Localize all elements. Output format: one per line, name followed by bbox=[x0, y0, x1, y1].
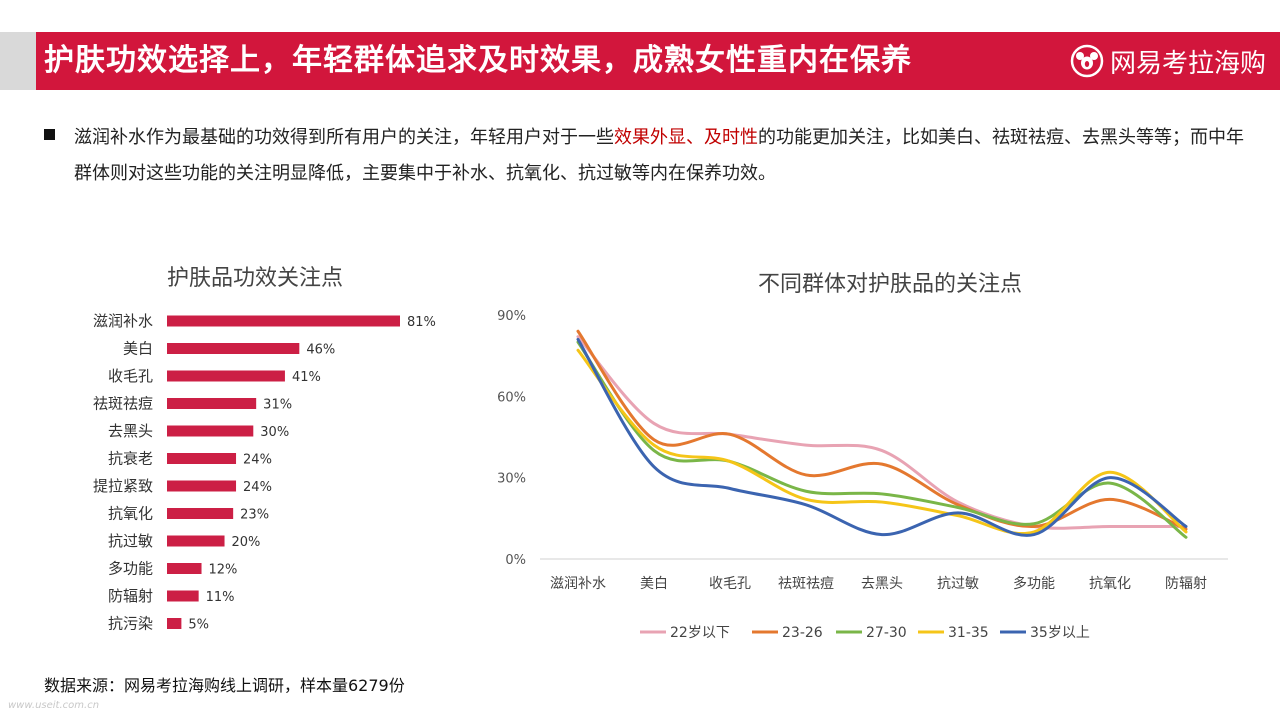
bar-value-label: 20% bbox=[232, 535, 261, 550]
bullet-square-icon bbox=[44, 129, 55, 140]
summary-bullet: 滋润补水作为最基础的功效得到所有用户的关注，年轻用户对于一些效果外显、及时性的功… bbox=[44, 120, 1244, 192]
brand-name: 网易考拉海购 bbox=[1109, 48, 1266, 79]
bar-3 bbox=[167, 370, 285, 382]
bar-value-label: 23% bbox=[240, 508, 269, 523]
bar-category-label: 抗氧化 bbox=[108, 505, 153, 523]
watermark: www.useit.com.cn bbox=[8, 700, 100, 711]
bar-value-label: 31% bbox=[263, 398, 292, 413]
bar-5 bbox=[167, 425, 254, 437]
bar-2 bbox=[167, 343, 300, 354]
bar-7 bbox=[167, 480, 237, 492]
summary-text-part1: 滋润补水作为最基础的功效得到所有用户的关注，年轻用户对于一些 bbox=[74, 127, 614, 148]
series-line-3 bbox=[576, 340, 1188, 539]
bar-value-label: 12% bbox=[209, 563, 238, 578]
bar-category-label: 美白 bbox=[123, 340, 153, 358]
series-line-2 bbox=[576, 329, 1188, 531]
bar-1 bbox=[167, 315, 400, 327]
bar-category-label: 多功能 bbox=[108, 560, 153, 578]
bar-6 bbox=[167, 453, 237, 464]
bar-chart-title: 护肤品功效关注点 bbox=[166, 266, 343, 291]
x-tick-label: 去黑头 bbox=[861, 576, 903, 592]
x-tick-label: 美白 bbox=[640, 576, 668, 592]
bar-value-label: 81% bbox=[407, 315, 436, 330]
bar-category-label: 抗过敏 bbox=[108, 532, 153, 550]
bar-8 bbox=[167, 508, 234, 519]
legend-label-3: 27-30 bbox=[866, 625, 907, 641]
bar-value-label: 24% bbox=[243, 453, 272, 468]
line-chart: 0% 30% 60% 90% 滋润补水 美白 收毛孔 祛斑祛痘 去黑头 抗过敏 多功能 抗氧化 防辐射 2… bbox=[497, 309, 1228, 641]
bar-chart: 滋润补水 81% 美白 46% 收毛孔 41% 祛斑祛痘 31% 去黑头 30% 抗衰老 24% 提拉紧… bbox=[93, 312, 436, 633]
x-tick-label: 祛斑祛痘 bbox=[778, 576, 834, 592]
legend-label-1: 22岁以下 bbox=[670, 625, 730, 641]
x-tick-label: 多功能 bbox=[1013, 575, 1055, 592]
x-tick-label: 抗氧化 bbox=[1089, 576, 1131, 592]
x-tick-label: 防辐射 bbox=[1165, 576, 1207, 592]
bar-category-label: 防辐射 bbox=[108, 587, 153, 605]
brand-logo-group: 网易考拉海购 bbox=[1070, 32, 1266, 90]
bar-value-label: 30% bbox=[260, 425, 289, 440]
bar-9 bbox=[167, 535, 225, 547]
bar-category-label: 收毛孔 bbox=[108, 367, 153, 385]
bar-category-label: 抗污染 bbox=[108, 615, 153, 633]
summary-text: 滋润补水作为最基础的功效得到所有用户的关注，年轻用户对于一些效果外显、及时性的功… bbox=[74, 120, 1244, 192]
header-gray-block bbox=[0, 32, 36, 90]
x-tick-label: 滋润补水 bbox=[550, 576, 606, 592]
y-tick-label: 60% bbox=[497, 390, 526, 405]
bar-11 bbox=[167, 590, 199, 602]
bar-value-label: 5% bbox=[188, 618, 209, 633]
summary-text-part2: 的功能更加关注，比如美白、祛斑祛痘、去黑头等等；而中年群体则对这些功能的关注明显… bbox=[74, 127, 1244, 184]
bar-category-label: 祛斑祛痘 bbox=[93, 395, 153, 413]
bar-category-label: 提拉紧致 bbox=[93, 477, 153, 495]
summary-highlight: 效果外显、及时性 bbox=[614, 127, 758, 148]
bar-4 bbox=[167, 398, 257, 409]
bar-category-label: 去黑头 bbox=[108, 422, 153, 440]
x-tick-label: 收毛孔 bbox=[709, 576, 751, 592]
bar-10 bbox=[167, 563, 202, 574]
bar-value-label: 24% bbox=[243, 480, 272, 495]
y-tick-label: 0% bbox=[505, 553, 526, 568]
x-tick-label: 抗过敏 bbox=[937, 576, 979, 592]
series-line-4 bbox=[576, 348, 1188, 535]
series-line-1 bbox=[576, 335, 1188, 530]
bar-value-label: 41% bbox=[292, 370, 321, 385]
bar-category-label: 滋润补水 bbox=[93, 312, 153, 330]
legend-label-2: 23-26 bbox=[782, 625, 823, 641]
legend-label-5: 35岁以上 bbox=[1030, 625, 1090, 641]
line-chart-title: 不同群体对护肤品的关注点 bbox=[757, 272, 1022, 297]
y-tick-label: 90% bbox=[497, 309, 526, 324]
legend-label-4: 31-35 bbox=[948, 625, 989, 641]
bar-12 bbox=[167, 618, 182, 629]
koala-icon bbox=[1070, 44, 1104, 78]
y-tick-label: 30% bbox=[497, 472, 526, 487]
series-line-5 bbox=[576, 337, 1188, 537]
bar-value-label: 11% bbox=[206, 590, 235, 605]
bar-category-label: 抗衰老 bbox=[108, 450, 153, 468]
bar-value-label: 46% bbox=[306, 343, 335, 358]
data-source-note: 数据来源：网易考拉海购线上调研，样本量6279份 bbox=[44, 676, 405, 695]
page-title: 护肤功效选择上，年轻群体追求及时效果，成熟女性重内在保养 bbox=[44, 43, 912, 78]
